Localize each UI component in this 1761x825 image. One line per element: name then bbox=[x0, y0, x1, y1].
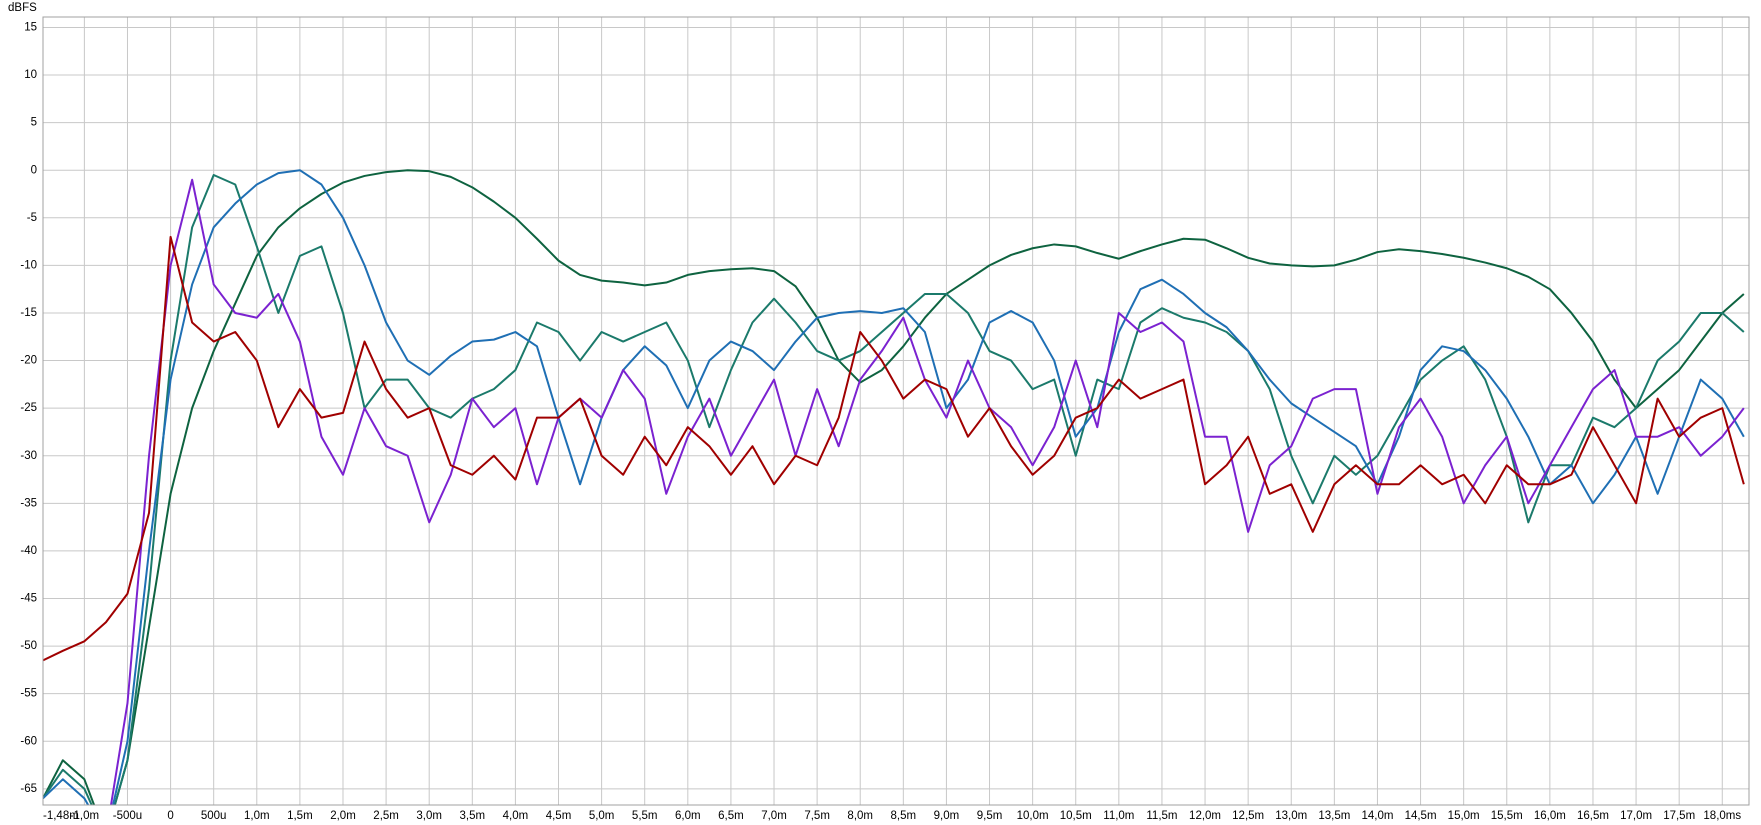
y-tick-label: -55 bbox=[20, 688, 37, 700]
y-tick-label: -15 bbox=[20, 307, 37, 319]
y-tick-label: -40 bbox=[20, 545, 37, 557]
x-tick-label: 13,0m bbox=[1275, 810, 1307, 822]
x-tick-label: 15,5m bbox=[1491, 810, 1523, 822]
x-tick-label: 9,0m bbox=[934, 810, 960, 822]
x-tick-label: 2,5m bbox=[373, 810, 399, 822]
y-axis-label: dBFS bbox=[8, 2, 37, 14]
y-tick-label: -5 bbox=[27, 212, 37, 224]
y-tick-label: 15 bbox=[24, 21, 37, 33]
series-line bbox=[43, 169, 1745, 805]
y-tick-label: -30 bbox=[20, 450, 37, 462]
x-tick-label: -500u bbox=[113, 810, 142, 822]
x-tick-label: 1,5m bbox=[287, 810, 313, 822]
x-tick-label: 1,0m bbox=[244, 810, 270, 822]
x-tick-label: 4,0m bbox=[503, 810, 529, 822]
x-tick-label: 9,5m bbox=[977, 810, 1003, 822]
y-tick-label: -35 bbox=[20, 497, 37, 509]
x-tick-label: -1,0m bbox=[70, 810, 99, 822]
series-line bbox=[43, 235, 1745, 662]
x-tick-label: 8,0m bbox=[847, 810, 873, 822]
y-tick-label: -10 bbox=[20, 259, 37, 271]
labels: 15 10 5 0 -5 -10 -15 -20 -25 -30 -35 -40 -45 -50 -55 -6… bbox=[20, 21, 1741, 822]
x-tick-label: 18,0ms bbox=[1703, 810, 1741, 822]
x-tick-label: 15,0m bbox=[1448, 810, 1480, 822]
x-tick-label: 16,0m bbox=[1534, 810, 1566, 822]
plot-border bbox=[42, 16, 1750, 806]
x-tick-label: 5,0m bbox=[589, 810, 615, 822]
y-tick-label: -50 bbox=[20, 640, 37, 652]
x-tick-label: 10,0m bbox=[1017, 810, 1049, 822]
x-tick-label: 3,5m bbox=[460, 810, 486, 822]
x-tick-label: 16,5m bbox=[1577, 810, 1609, 822]
y-tick-label: -25 bbox=[20, 402, 37, 414]
x-tick-label: 14,5m bbox=[1405, 810, 1437, 822]
y-tick-label: 5 bbox=[31, 117, 37, 129]
x-tick-label: 13,5m bbox=[1318, 810, 1350, 822]
x-tick-label: 8,5m bbox=[891, 810, 917, 822]
y-tick-label: -20 bbox=[20, 355, 37, 367]
y-tick-label: -45 bbox=[20, 593, 37, 605]
x-tick-label: 4,5m bbox=[546, 810, 572, 822]
x-tick-label: 17,0m bbox=[1620, 810, 1652, 822]
x-tick-label: 11,0m bbox=[1103, 810, 1134, 822]
y-tick-label: 0 bbox=[31, 164, 37, 176]
x-tick-label: 14,0m bbox=[1361, 810, 1393, 822]
series-line bbox=[43, 173, 1745, 805]
y-tick-label: 10 bbox=[24, 69, 37, 81]
x-tick-label: 12,0m bbox=[1189, 810, 1221, 822]
x-tick-label: 12,5m bbox=[1232, 810, 1264, 822]
x-tick-label: 7,5m bbox=[804, 810, 830, 822]
x-tick-label: 3,0m bbox=[416, 810, 442, 822]
x-tick-label: 7,0m bbox=[761, 810, 787, 822]
x-tick-label: 2,0m bbox=[330, 810, 356, 822]
x-tick-label: 11,5m bbox=[1146, 810, 1177, 822]
series-line bbox=[43, 169, 1745, 805]
y-tick-label: -60 bbox=[20, 735, 37, 747]
series-line bbox=[109, 178, 1745, 805]
x-tick-label: 17,5m bbox=[1663, 810, 1695, 822]
y-tick-label: -65 bbox=[20, 783, 37, 795]
x-tick-label: 6,0m bbox=[675, 810, 701, 822]
x-tick-label: 5,5m bbox=[632, 810, 658, 822]
plot-lines bbox=[43, 169, 1745, 805]
x-tick-label: 10,5m bbox=[1060, 810, 1092, 822]
x-tick-label: -1,48m bbox=[43, 810, 79, 822]
x-tick-label: 0 bbox=[167, 810, 173, 822]
x-tick-label: 6,5m bbox=[718, 810, 744, 822]
x-tick-label: 500u bbox=[201, 810, 227, 822]
